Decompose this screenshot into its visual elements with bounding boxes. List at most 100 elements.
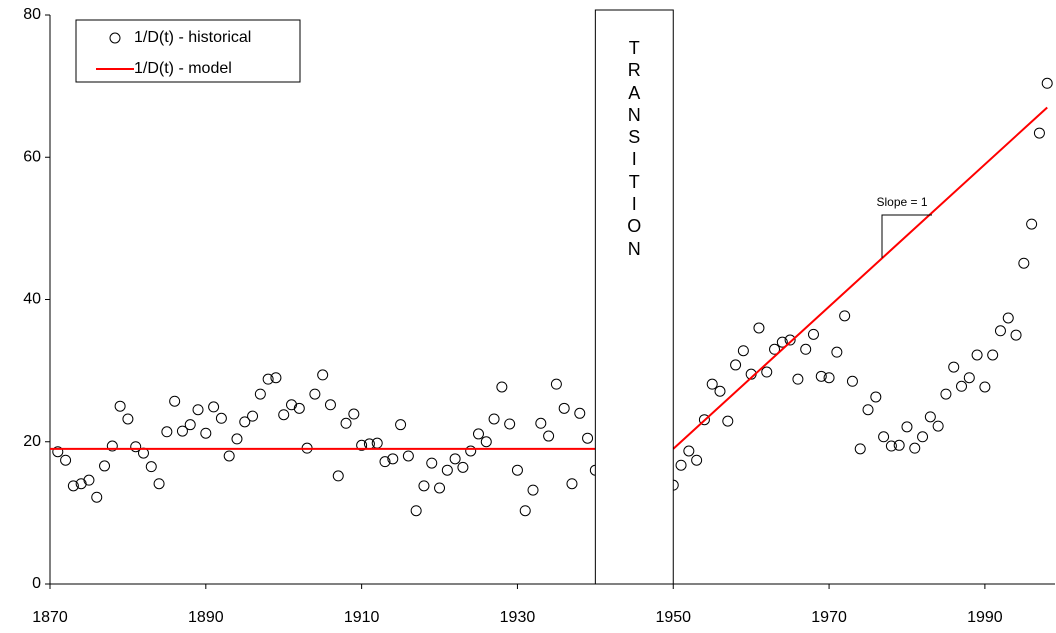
data-point <box>122 413 134 425</box>
data-point <box>278 409 290 421</box>
x-tick-label: 1870 <box>32 609 68 626</box>
data-point <box>901 421 913 433</box>
data-point <box>987 349 999 361</box>
data-point <box>862 404 874 416</box>
data-point <box>184 419 196 431</box>
data-point <box>286 399 298 411</box>
data-point <box>67 480 79 492</box>
data-point <box>215 412 227 424</box>
data-point <box>807 328 819 340</box>
x-tick-label: 1930 <box>500 609 536 626</box>
legend-label: 1/D(t) - model <box>134 60 232 77</box>
data-point <box>262 373 274 385</box>
data-point <box>917 431 929 443</box>
y-tick-label: 40 <box>23 291 41 308</box>
data-point <box>465 445 477 457</box>
data-point <box>831 346 843 358</box>
data-point <box>1041 77 1053 89</box>
data-point <box>488 413 500 425</box>
data-point <box>932 420 944 432</box>
data-point <box>979 381 991 393</box>
data-point <box>519 505 531 517</box>
data-point <box>698 414 710 426</box>
data-point <box>99 460 111 472</box>
data-point <box>130 441 142 453</box>
data-point <box>441 464 453 476</box>
data-point <box>956 380 968 392</box>
data-point <box>247 410 259 422</box>
legend-marker <box>109 32 121 44</box>
data-point <box>395 419 407 431</box>
data-point <box>878 431 890 443</box>
annotation: Slope = 1 <box>876 195 927 209</box>
data-point <box>737 345 749 357</box>
data-point <box>480 436 492 448</box>
data-point <box>332 470 344 482</box>
data-point <box>60 454 72 466</box>
data-point <box>761 366 773 378</box>
data-point <box>83 474 95 486</box>
data-point <box>870 391 882 403</box>
data-point <box>714 385 726 397</box>
x-tick-label: 1990 <box>967 609 1003 626</box>
data-point <box>558 402 570 414</box>
data-point <box>706 378 718 390</box>
data-point <box>776 336 788 348</box>
slope-bracket <box>881 214 932 258</box>
data-point <box>449 453 461 465</box>
data-point <box>885 440 897 452</box>
data-point <box>839 310 851 322</box>
data-point <box>176 425 188 437</box>
data-point <box>683 445 695 457</box>
data-point <box>114 400 126 412</box>
data-point <box>223 450 235 462</box>
data-point <box>722 415 734 427</box>
data-point <box>504 418 516 430</box>
data-point <box>940 388 952 400</box>
data-point <box>769 343 781 355</box>
data-point <box>200 427 212 439</box>
data-point <box>324 399 336 411</box>
legend-label: 1/D(t) - historical <box>134 29 251 46</box>
data-point <box>239 416 251 428</box>
y-tick-label: 0 <box>32 575 41 592</box>
data-point <box>893 439 905 451</box>
data-point <box>208 401 220 413</box>
data-point <box>846 375 858 387</box>
model-line <box>50 106 1048 450</box>
data-point <box>418 480 430 492</box>
transition-label: TRANSITION <box>627 38 642 259</box>
legend: 1/D(t) - historical 1/D(t) - model <box>75 19 301 83</box>
data-point <box>909 442 921 454</box>
data-point <box>426 457 438 469</box>
data-point <box>574 407 586 419</box>
y-tick-label: 60 <box>23 148 41 165</box>
data-point <box>317 369 329 381</box>
data-point <box>153 478 165 490</box>
x-tick-label: 1890 <box>188 609 224 626</box>
data-point <box>1026 218 1038 230</box>
data-point <box>753 322 765 334</box>
data-point <box>730 359 742 371</box>
data-point <box>994 325 1006 337</box>
data-point <box>340 417 352 429</box>
data-point <box>971 349 983 361</box>
data-point <box>784 334 796 346</box>
data-point <box>231 433 243 445</box>
data-point <box>379 456 391 468</box>
data-point <box>161 426 173 438</box>
data-point <box>309 388 321 400</box>
data-point <box>815 370 827 382</box>
data-point <box>270 372 282 384</box>
data-point <box>1018 257 1030 269</box>
data-point <box>371 437 383 449</box>
data-point <box>675 459 687 471</box>
data-point <box>106 440 118 452</box>
data-point <box>543 430 555 442</box>
data-point <box>535 417 547 429</box>
data-point <box>792 373 804 385</box>
data-point <box>472 428 484 440</box>
y-tick-label: 80 <box>23 6 41 23</box>
